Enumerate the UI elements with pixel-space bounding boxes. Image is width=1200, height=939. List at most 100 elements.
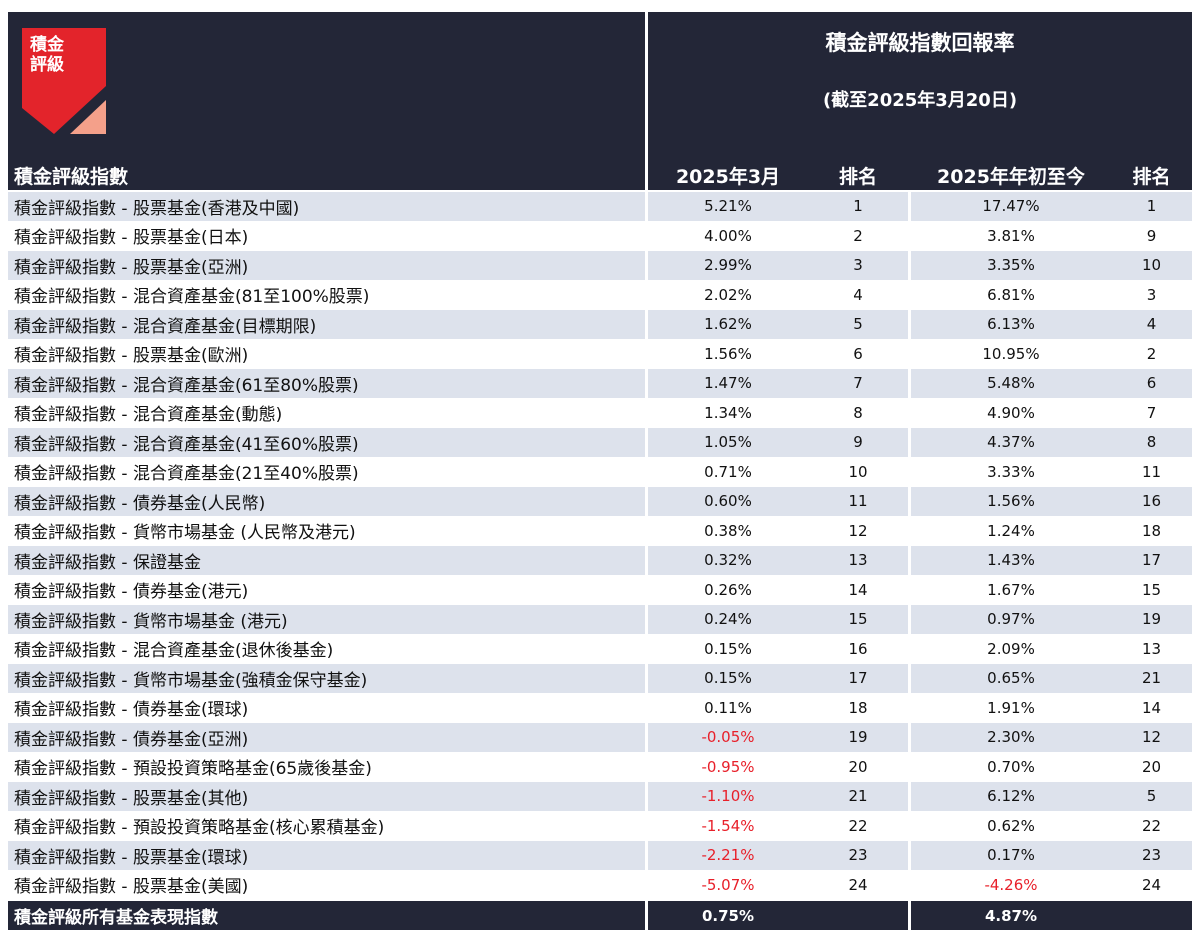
cell-value: 9 bbox=[853, 433, 863, 452]
cell-value: 4.00% bbox=[704, 226, 752, 245]
row-bg bbox=[911, 487, 1192, 516]
cell-value: 19 bbox=[848, 728, 868, 747]
row-bg bbox=[8, 870, 645, 899]
row-bg bbox=[8, 310, 645, 339]
column-header: 排名 bbox=[838, 165, 877, 188]
cell-value: 1.47% bbox=[704, 374, 752, 393]
cell-value: 22 bbox=[1141, 816, 1162, 835]
cell-value: 19 bbox=[1141, 610, 1162, 629]
cell-value: 9 bbox=[1146, 226, 1157, 245]
row-bg bbox=[8, 192, 645, 221]
cell-value: 2 bbox=[853, 226, 863, 245]
cell-value: 0.38% bbox=[704, 521, 752, 540]
cell-value: 7 bbox=[853, 374, 863, 393]
cell-value: 0.26% bbox=[704, 580, 752, 599]
row-bg bbox=[8, 634, 645, 663]
cell-value: 4.90% bbox=[987, 403, 1035, 422]
row-label: 積金評級指數 - 混合資產基金(退休後基金) bbox=[14, 641, 334, 662]
cell-value: 2.30% bbox=[987, 728, 1035, 747]
row-bg bbox=[911, 723, 1192, 752]
row-label: 積金評級指數 - 貨幣市場基金 (人民幣及港元) bbox=[14, 523, 356, 544]
cell-value: -1.54% bbox=[701, 816, 755, 835]
cell-value: 18 bbox=[848, 698, 868, 717]
cell-value: 1.05% bbox=[704, 433, 752, 452]
column-header: 2025年3月 bbox=[675, 165, 781, 188]
cell-value: 12 bbox=[848, 521, 868, 540]
logo-text: 積金 bbox=[30, 34, 65, 55]
cell-value: 5.21% bbox=[704, 197, 752, 216]
cell-value: -0.95% bbox=[701, 757, 755, 776]
row-bg bbox=[648, 221, 908, 250]
row-bg bbox=[648, 192, 908, 221]
row-bg bbox=[648, 339, 908, 368]
row-bg bbox=[648, 280, 908, 309]
cell-value: 21 bbox=[1141, 669, 1162, 688]
row-label: 積金評級指數 - 債券基金(亞洲) bbox=[14, 729, 249, 750]
row-bg bbox=[648, 664, 908, 693]
row-label: 積金評級指數 - 預設投資策略基金(核心累積基金) bbox=[14, 818, 385, 839]
cell-value: 0.71% bbox=[704, 462, 752, 481]
row-bg bbox=[911, 428, 1192, 457]
cell-value: 2 bbox=[1146, 344, 1157, 363]
row-label: 積金評級指數 - 保證基金 bbox=[14, 552, 201, 573]
cell-value: 14 bbox=[1141, 698, 1162, 717]
cell-value: 2.99% bbox=[704, 256, 752, 275]
row-bg bbox=[648, 310, 908, 339]
cell-value: 0.15% bbox=[704, 669, 752, 688]
cell-value: 0.70% bbox=[987, 757, 1035, 776]
cell-value: 7 bbox=[1146, 403, 1157, 422]
row-label: 積金評級指數 - 股票基金(美國) bbox=[14, 877, 249, 898]
cell-value: 5 bbox=[853, 315, 863, 334]
row-bg bbox=[8, 280, 645, 309]
cell-value: -2.21% bbox=[701, 846, 755, 865]
cell-value: 8 bbox=[1146, 433, 1157, 452]
cell-value: 1.34% bbox=[704, 403, 752, 422]
subtitle: (截至2025年3月20日) bbox=[822, 90, 1018, 111]
footer-cell: 積金評級所有基金表現指數 bbox=[14, 908, 218, 928]
row-bg bbox=[911, 752, 1192, 781]
row-bg bbox=[8, 428, 645, 457]
row-label: 積金評級指數 - 貨幣市場基金(強積金保守基金) bbox=[14, 670, 368, 691]
row-bg bbox=[648, 782, 908, 811]
row-label: 積金評級指數 - 預設投資策略基金(65歲後基金) bbox=[14, 759, 372, 780]
cell-value: 21 bbox=[848, 787, 868, 806]
row-bg bbox=[648, 516, 908, 545]
cell-value: 6 bbox=[1146, 374, 1157, 393]
title: 積金評級指數回報率 bbox=[825, 31, 1015, 55]
cell-value: 0.97% bbox=[987, 610, 1035, 629]
row-label: 積金評級指數 - 債券基金(環球) bbox=[14, 700, 249, 721]
cell-value: 3.33% bbox=[987, 462, 1035, 481]
row-label: 積金評級指數 - 股票基金(其他) bbox=[14, 788, 249, 809]
row-bg bbox=[648, 752, 908, 781]
cell-value: 17 bbox=[1141, 551, 1162, 570]
column-header: 積金評級指數 bbox=[14, 165, 129, 188]
row-bg bbox=[648, 870, 908, 899]
row-bg bbox=[8, 369, 645, 398]
row-bg bbox=[911, 192, 1192, 221]
cell-value: 18 bbox=[1141, 521, 1162, 540]
cell-value: 1.24% bbox=[987, 521, 1035, 540]
cell-value: 16 bbox=[1141, 492, 1162, 511]
cell-value: 24 bbox=[1141, 875, 1162, 894]
row-bg bbox=[911, 516, 1192, 545]
cell-value: 15 bbox=[1141, 580, 1162, 599]
cell-value: 0.62% bbox=[987, 816, 1035, 835]
cell-value: 20 bbox=[848, 757, 868, 776]
cell-value: 1.91% bbox=[987, 698, 1035, 717]
cell-value: 14 bbox=[848, 580, 868, 599]
cell-value: 17 bbox=[848, 669, 868, 688]
row-bg bbox=[911, 605, 1192, 634]
logo-shape bbox=[22, 28, 106, 134]
row-bg bbox=[8, 782, 645, 811]
row-bg bbox=[8, 693, 645, 722]
row-bg bbox=[648, 398, 908, 427]
row-bg bbox=[911, 369, 1192, 398]
cell-value: 0.32% bbox=[704, 551, 752, 570]
cell-value: 15 bbox=[848, 610, 868, 629]
cell-value: -4.26% bbox=[984, 875, 1038, 894]
row-bg bbox=[8, 457, 645, 486]
row-bg bbox=[911, 811, 1192, 840]
row-bg bbox=[8, 723, 645, 752]
row-bg bbox=[648, 811, 908, 840]
row-bg bbox=[911, 575, 1192, 604]
